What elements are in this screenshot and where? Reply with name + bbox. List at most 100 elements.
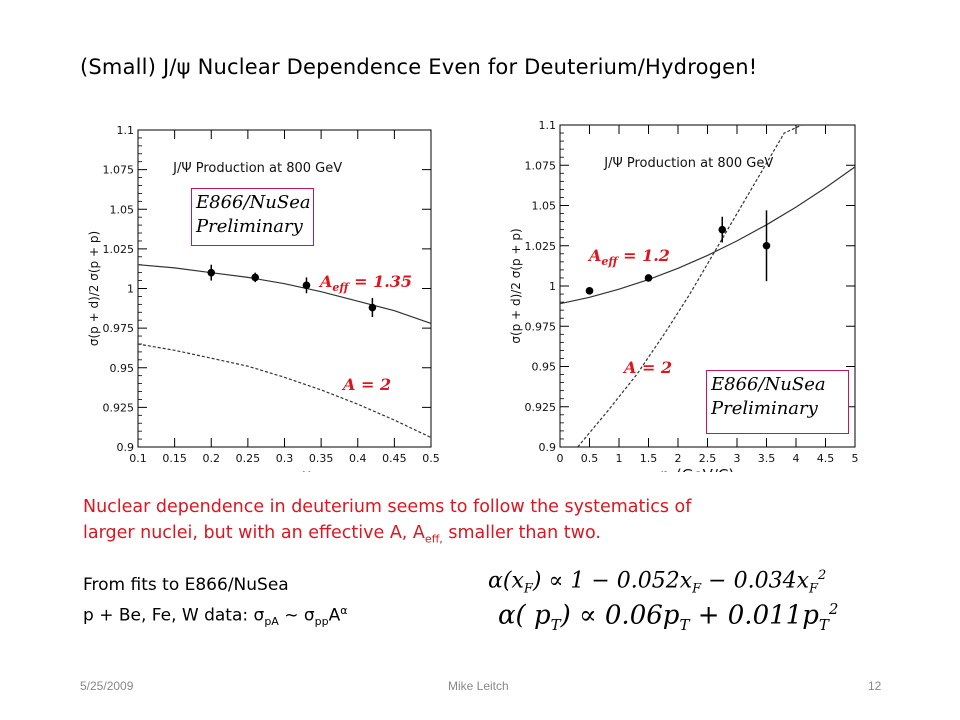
annotation-a2: A = 2 bbox=[341, 375, 391, 394]
fits-2sup: α bbox=[340, 604, 348, 617]
y-tick-label: 1.05 bbox=[110, 203, 135, 216]
plot-title: J/Ψ Production at 800 GeV bbox=[172, 161, 342, 176]
x-tick-label: 0 bbox=[557, 452, 564, 465]
formula1-sup: 2 bbox=[818, 568, 827, 583]
curve-a2 bbox=[137, 343, 432, 439]
x-tick-label: 2.5 bbox=[699, 452, 717, 465]
formula2-sup: 2 bbox=[828, 600, 839, 618]
red-line-2b: smaller than two. bbox=[442, 523, 601, 543]
fits-2sub2: pp bbox=[314, 615, 329, 629]
y-tick-label: 0.925 bbox=[525, 401, 557, 414]
y-tick-label: 0.95 bbox=[110, 362, 135, 375]
preliminary-box-right: E866/NuSea Preliminary bbox=[706, 370, 849, 434]
x-tick-label: 1.5 bbox=[640, 452, 658, 465]
x-tick-label: 4 bbox=[793, 452, 800, 465]
formula-pt: α( pT) ∝ 0.06pT + 0.011pT2 bbox=[498, 600, 838, 634]
footer-page: 12 bbox=[868, 679, 882, 693]
x-tick-label: 0.1 bbox=[129, 452, 147, 465]
formula2-c: + 0.011p bbox=[689, 600, 819, 631]
formula1-sub: F bbox=[523, 581, 533, 597]
annotation-aeff: Aeff = 1.2 bbox=[587, 246, 670, 268]
x-tick-label: 0.2 bbox=[203, 452, 221, 465]
slide-title: (Small) J/ψ Nuclear Dependence Even for … bbox=[80, 55, 758, 79]
y-tick-label: 1.1 bbox=[539, 119, 557, 132]
formula1-b: ) ∝ 1 − 0.052x bbox=[532, 568, 693, 594]
box-line2: Preliminary bbox=[196, 216, 303, 237]
red-line-2sub: eff, bbox=[424, 532, 443, 546]
box-line2: Preliminary bbox=[711, 398, 818, 419]
annotation-aeff-value: = 1.35 bbox=[349, 272, 413, 291]
data-point bbox=[718, 225, 727, 234]
data-point bbox=[762, 241, 771, 250]
formula2-a: α( p bbox=[498, 600, 551, 631]
red-line-2: larger nuclei, but with an effective A, … bbox=[83, 520, 873, 553]
annotation-aeff-sub: eff bbox=[332, 281, 350, 294]
fits-2b: ~ σ bbox=[278, 605, 315, 626]
x-tick-label: 4.5 bbox=[817, 452, 835, 465]
y-tick-label: 1.05 bbox=[532, 200, 557, 213]
y-tick-label: 0.975 bbox=[525, 320, 557, 333]
y-tick-label: 0.95 bbox=[532, 361, 557, 374]
x-tick-label: 5 bbox=[852, 452, 859, 465]
x-tick-label: 0.45 bbox=[382, 452, 407, 465]
formula2-sub: T bbox=[550, 615, 561, 634]
y-tick-label: 1.075 bbox=[103, 164, 135, 177]
x-tick-label: 0.3 bbox=[276, 452, 294, 465]
fits-line-2: p + Be, Fe, W data: σpA ~ σppAα bbox=[83, 598, 348, 635]
y-tick-label: 1 bbox=[127, 283, 134, 296]
annotation-aeff-sub: eff bbox=[601, 255, 619, 268]
box-line1: E866/NuSea bbox=[196, 192, 311, 213]
y-tick-label: 1.025 bbox=[525, 240, 557, 253]
annotation-aeff: Aeff = 1.35 bbox=[318, 272, 412, 294]
plot-xf: 0.9 0.925 0.95 0.975 1 1.025 1.05 1.075 1.1 0.1 0.… bbox=[78, 112, 448, 472]
data-point bbox=[368, 303, 377, 312]
curve-aeff bbox=[137, 264, 432, 324]
x-axis-label: pT(GeV/C) bbox=[660, 466, 734, 472]
formula-xf: α(xF) ∝ 1 − 0.052xF − 0.034xF2 bbox=[488, 568, 826, 597]
curve-aeff bbox=[559, 166, 856, 305]
formula1-sub3: F bbox=[809, 581, 819, 597]
chart-xf: 0.9 0.925 0.95 0.975 1 1.025 1.05 1.075 1.1 0.1 0.… bbox=[87, 124, 440, 472]
red-line-1: Nuclear dependence in deuterium seems to… bbox=[83, 497, 692, 517]
formula2-sub2: T bbox=[679, 615, 690, 634]
preliminary-box-left: E866/NuSea Preliminary bbox=[191, 188, 314, 246]
fits-2c: A bbox=[328, 605, 341, 626]
x-axis-label: xF bbox=[302, 466, 317, 472]
formula1-c: − 0.034x bbox=[701, 568, 809, 594]
x-tick-label: 3 bbox=[734, 452, 741, 465]
y-tick-label: 0.975 bbox=[103, 322, 135, 335]
formula1-a: α(x bbox=[488, 568, 524, 594]
x-tick-label: 0.25 bbox=[236, 452, 261, 465]
y-tick-label: 0.9 bbox=[117, 441, 135, 454]
annotation-aeff-a: A bbox=[318, 272, 332, 291]
plot-title: J/Ψ Production at 800 GeV bbox=[603, 156, 773, 171]
formula2-b: ) ∝ 0.06p bbox=[560, 600, 680, 631]
y-tick-label: 1 bbox=[549, 280, 556, 293]
x-axis-label-unit: (GeV/C) bbox=[676, 466, 734, 472]
x-tick-label: 0.4 bbox=[349, 452, 367, 465]
data-point bbox=[251, 273, 259, 282]
x-tick-label: 0.35 bbox=[309, 452, 334, 465]
annotation-a2: A = 2 bbox=[622, 358, 672, 377]
footer-author: Mike Leitch bbox=[448, 679, 509, 693]
x-tick-label: 2 bbox=[675, 452, 682, 465]
fits-line-1: From fits to E866/NuSea bbox=[83, 575, 289, 595]
fits-2a: p + Be, Fe, W data: σ bbox=[83, 605, 265, 626]
nuclear-dependence-text: Nuclear dependence in deuterium seems to… bbox=[83, 494, 873, 553]
red-line-2a: larger nuclei, but with an effective A, … bbox=[83, 523, 425, 543]
x-axis-label-main: x bbox=[302, 466, 311, 472]
annotation-aeff-value: = 1.2 bbox=[618, 246, 670, 265]
x-axis-label-main: p bbox=[660, 466, 670, 472]
x-tick-label: 0.15 bbox=[162, 452, 187, 465]
annotation-aeff-a: A bbox=[587, 246, 601, 265]
x-tick-label: 0.5 bbox=[581, 452, 599, 465]
y-tick-label: 1.075 bbox=[525, 159, 557, 172]
y-tick-label: 0.9 bbox=[539, 441, 557, 454]
formula2-sub3: T bbox=[818, 615, 829, 634]
y-axis-label: σ(p + d)/2 σ(p + p) bbox=[87, 231, 101, 346]
footer-date: 5/25/2009 bbox=[80, 679, 134, 693]
plot-frame bbox=[137, 129, 432, 448]
fits-2sub1: pA bbox=[264, 615, 279, 629]
x-tick-label: 1 bbox=[616, 452, 623, 465]
box-line1: E866/NuSea bbox=[711, 374, 826, 395]
